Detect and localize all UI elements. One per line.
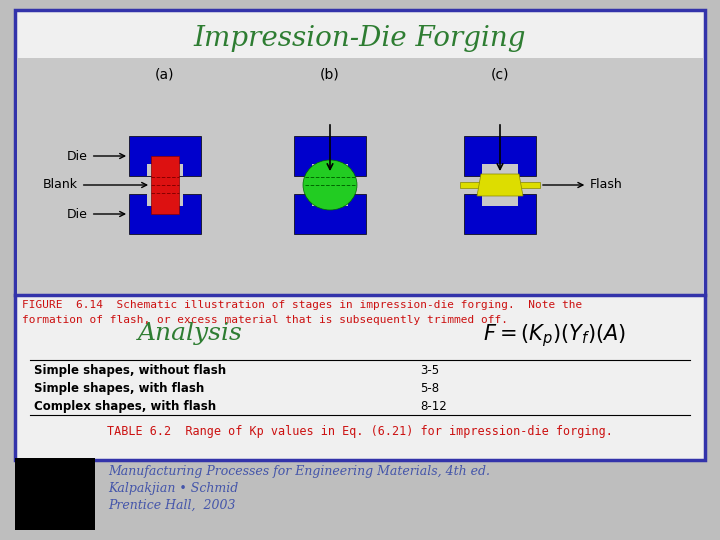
Bar: [464, 194, 536, 234]
Bar: [312, 164, 348, 176]
Bar: [129, 136, 201, 176]
Text: 3-5: 3-5: [420, 363, 439, 376]
Bar: [15, 10, 705, 460]
Text: Analysis: Analysis: [138, 322, 243, 345]
Bar: [312, 194, 348, 206]
Text: Prentice Hall,  2003: Prentice Hall, 2003: [108, 499, 235, 512]
Text: Impression-Die Forging: Impression-Die Forging: [194, 24, 526, 51]
Bar: [17, 58, 703, 295]
Text: $F = (K_p)(Y_f)(A)$: $F = (K_p)(Y_f)(A)$: [483, 322, 626, 349]
Text: TABLE 6.2  Range of Kp values in Eq. (6.21) for impression-die forging.: TABLE 6.2 Range of Kp values in Eq. (6.2…: [107, 425, 613, 438]
Bar: [147, 164, 183, 176]
Text: Die: Die: [67, 207, 125, 220]
Bar: [15, 458, 95, 530]
Bar: [129, 194, 201, 234]
Bar: [294, 194, 366, 234]
Text: (a): (a): [156, 68, 175, 82]
Text: Kalpakjian • Schmid: Kalpakjian • Schmid: [108, 482, 238, 495]
Bar: [482, 194, 518, 206]
Bar: [151, 156, 179, 214]
Text: Simple shapes, without flash: Simple shapes, without flash: [34, 363, 226, 376]
Bar: [464, 136, 536, 176]
Bar: [294, 136, 366, 176]
Text: Manufacturing Processes for Engineering Materials, 4th ed.: Manufacturing Processes for Engineering …: [108, 465, 490, 478]
Bar: [147, 194, 183, 206]
Text: FIGURE  6.14  Schematic illustration of stages in impression-die forging.  Note : FIGURE 6.14 Schematic illustration of st…: [22, 300, 582, 325]
Text: Blank: Blank: [43, 179, 147, 192]
Text: (b): (b): [320, 68, 340, 82]
Ellipse shape: [303, 160, 357, 210]
Text: Die: Die: [67, 150, 125, 163]
Bar: [482, 164, 518, 176]
Text: Flash: Flash: [543, 179, 623, 192]
Text: 8-12: 8-12: [420, 400, 446, 413]
Bar: [460, 182, 540, 188]
Text: Complex shapes, with flash: Complex shapes, with flash: [34, 400, 216, 413]
Text: Simple shapes, with flash: Simple shapes, with flash: [34, 382, 204, 395]
Polygon shape: [477, 174, 523, 196]
Text: 5-8: 5-8: [420, 382, 439, 395]
Text: (c): (c): [491, 68, 509, 82]
